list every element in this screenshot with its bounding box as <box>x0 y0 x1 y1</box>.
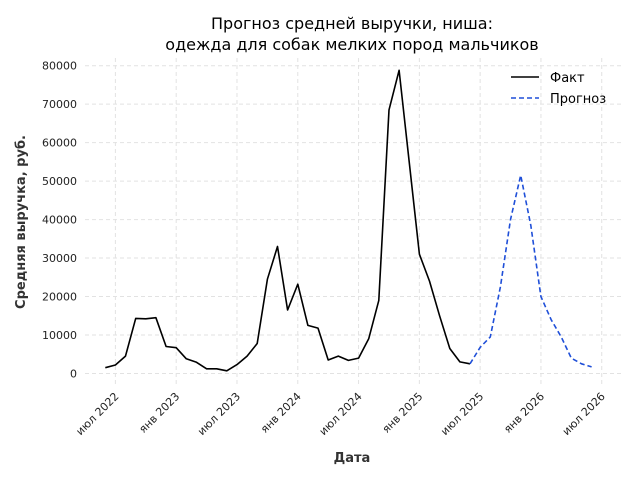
x-tick-label: янв 2023 <box>136 390 182 436</box>
chart-title-line-2: одежда для собак мелких пород мальчиков <box>165 35 538 54</box>
y-tick-label: 80000 <box>42 60 77 73</box>
y-tick-label: 50000 <box>42 175 77 188</box>
y-tick-label: 10000 <box>42 329 77 342</box>
y-tick-label: 0 <box>70 367 77 380</box>
y-axis-label: Средняя выручка, руб. <box>14 135 29 309</box>
y-tick-label: 60000 <box>42 137 77 150</box>
legend-label-forecast: Прогноз <box>550 92 606 107</box>
x-tick-label: янв 2024 <box>258 390 304 436</box>
y-axis: 0 10000 20000 30000 40000 50000 60000 70000 8000… <box>42 60 77 381</box>
x-tick-label: июл 2024 <box>317 390 365 438</box>
x-tick-label: янв 2025 <box>380 390 426 436</box>
x-tick-label: июл 2026 <box>560 390 608 438</box>
chart-title-line-1: Прогноз средней выручки, ниша: <box>211 14 493 33</box>
x-axis: июл 2022 янв 2023 июл 2023 янв 2024 июл 2024… <box>73 390 607 438</box>
x-tick-label: июл 2023 <box>195 390 243 438</box>
series-line-1 <box>469 174 592 368</box>
y-tick-label: 70000 <box>42 98 77 111</box>
series-line-0 <box>105 69 471 372</box>
legend-label-fact: Факт <box>550 71 585 86</box>
x-tick-label: июл 2022 <box>73 390 121 438</box>
x-axis-label: Дата <box>334 451 371 466</box>
grid <box>85 58 622 385</box>
plot-area <box>105 69 592 372</box>
y-tick-label: 30000 <box>42 252 77 265</box>
x-tick-label: июл 2025 <box>438 390 486 438</box>
y-tick-label: 40000 <box>42 214 77 227</box>
legend: Факт Прогноз <box>511 71 606 107</box>
y-tick-label: 20000 <box>42 291 77 304</box>
x-tick-label: янв 2026 <box>501 390 547 436</box>
